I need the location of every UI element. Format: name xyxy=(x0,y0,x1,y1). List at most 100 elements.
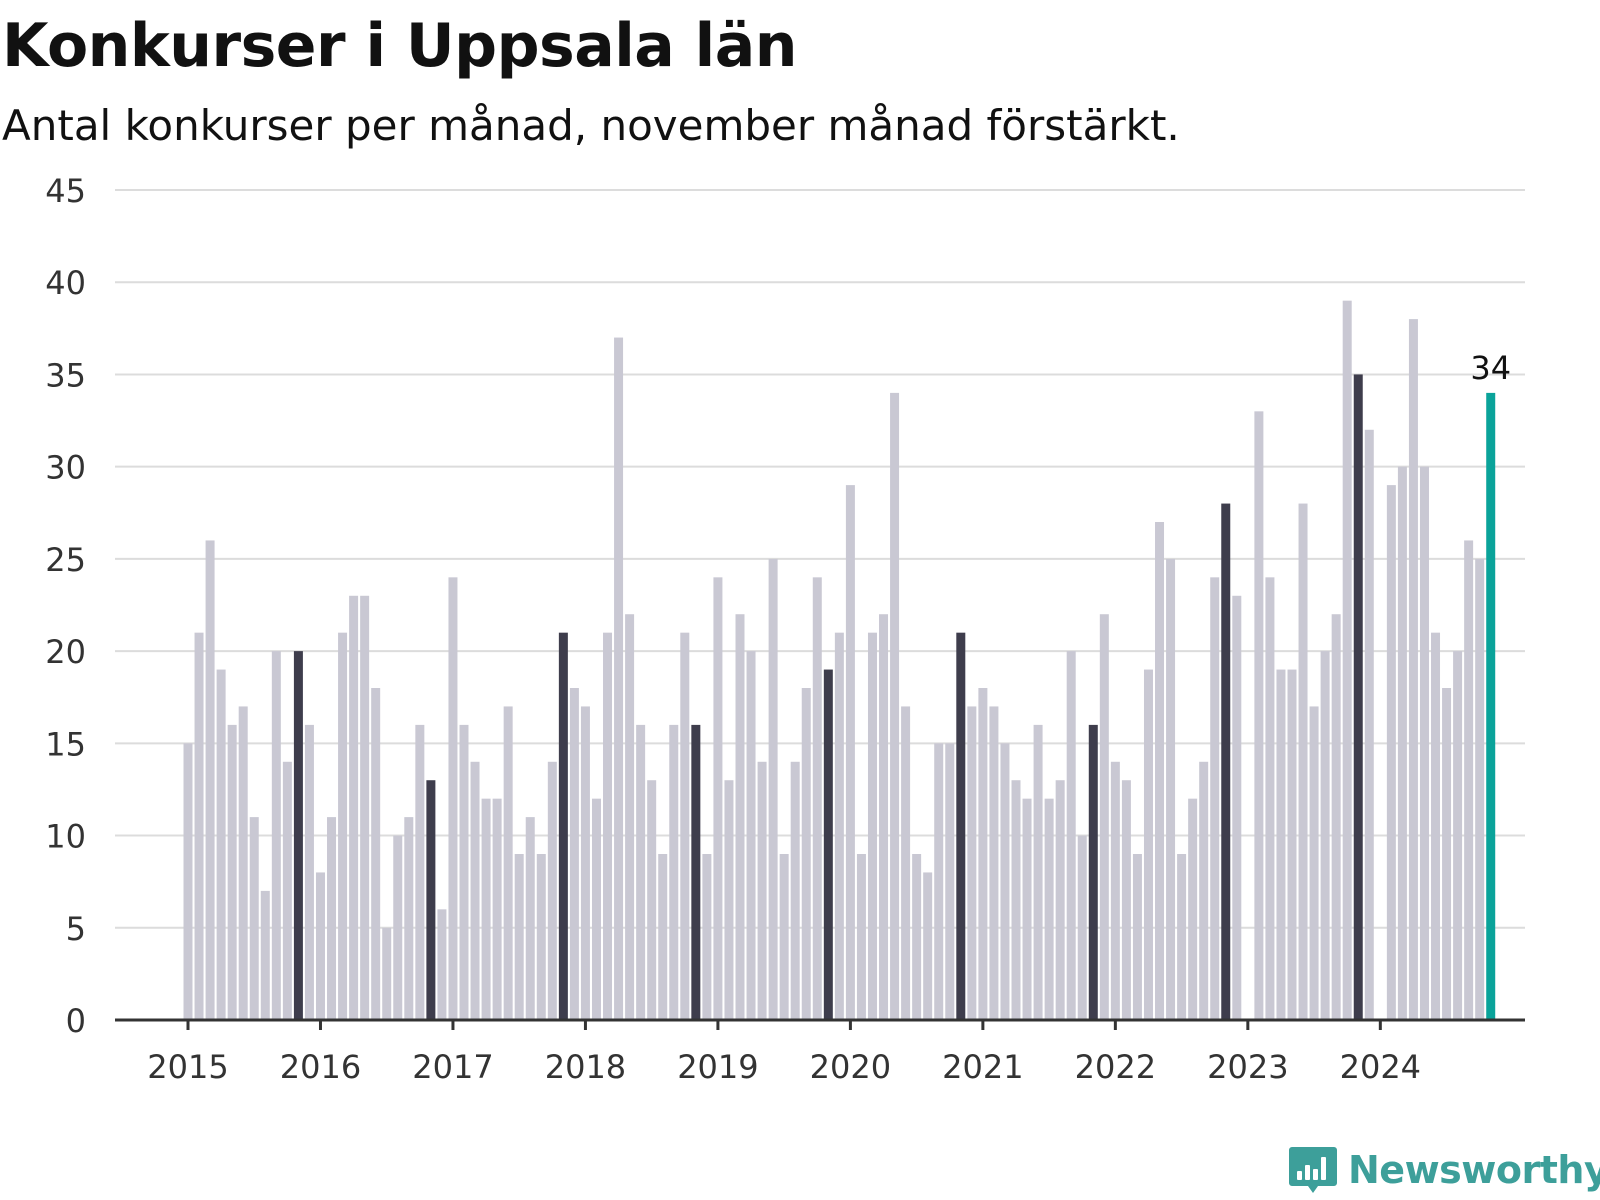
bar xyxy=(503,706,513,1020)
bar xyxy=(625,614,635,1020)
bar xyxy=(371,688,381,1020)
bar xyxy=(1066,651,1076,1020)
y-tick-label: 0 xyxy=(66,1002,86,1040)
bar xyxy=(735,614,745,1020)
bar xyxy=(1386,485,1396,1020)
bar-november xyxy=(956,632,966,1020)
bar xyxy=(1276,669,1286,1020)
bar xyxy=(360,595,370,1020)
bar-november xyxy=(1221,503,1231,1020)
bar-chart-speech-bubble-icon xyxy=(1289,1147,1337,1193)
bar xyxy=(1298,503,1308,1020)
bar xyxy=(1210,577,1220,1020)
bar xyxy=(1000,743,1010,1020)
bar xyxy=(658,854,668,1020)
x-tick-label: 2023 xyxy=(1207,1048,1288,1086)
bar xyxy=(183,743,193,1020)
bar xyxy=(205,540,215,1020)
bar xyxy=(481,798,491,1020)
bar xyxy=(1232,595,1242,1020)
bar xyxy=(636,724,646,1020)
y-tick-label: 15 xyxy=(45,725,86,763)
bar xyxy=(757,761,767,1020)
bar xyxy=(1475,558,1485,1020)
bar xyxy=(271,651,281,1020)
bar xyxy=(713,577,723,1020)
bar xyxy=(603,632,613,1020)
bar-november xyxy=(426,780,436,1020)
bar xyxy=(536,854,546,1020)
chart-subtitle: Antal konkurser per månad, november måna… xyxy=(2,101,1180,150)
x-axis: 2015 2016 2017 2018 2019 2020 2021 2022 2023 2024 xyxy=(115,1018,1525,1086)
bar xyxy=(614,337,624,1020)
bar xyxy=(1166,558,1176,1020)
bar xyxy=(470,761,480,1020)
bar xyxy=(702,854,712,1020)
x-tick-label: 2020 xyxy=(810,1048,891,1086)
bar xyxy=(569,688,579,1020)
bar xyxy=(1132,854,1142,1020)
bar xyxy=(1155,522,1165,1020)
bar xyxy=(1077,835,1087,1020)
bar xyxy=(1254,411,1264,1021)
bar-november xyxy=(1353,374,1363,1020)
bar xyxy=(790,761,800,1020)
bar xyxy=(1431,632,1441,1020)
bar xyxy=(1110,761,1120,1020)
bar xyxy=(249,817,259,1020)
x-tick-label: 2024 xyxy=(1340,1048,1421,1086)
x-tick-label: 2019 xyxy=(677,1048,758,1086)
bar xyxy=(238,706,248,1020)
bar xyxy=(1044,798,1054,1020)
bar xyxy=(746,651,756,1020)
x-tick-label: 2021 xyxy=(942,1048,1023,1086)
x-tick-label: 2022 xyxy=(1075,1048,1156,1086)
bar xyxy=(1408,319,1418,1020)
bar xyxy=(879,614,889,1020)
bar xyxy=(1177,854,1187,1020)
bar xyxy=(856,854,866,1020)
bar-november xyxy=(293,651,303,1020)
bar xyxy=(1320,651,1330,1020)
annotations: 34 xyxy=(1470,349,1511,387)
y-tick-label: 5 xyxy=(66,910,86,948)
y-tick-label: 25 xyxy=(45,541,86,579)
bar xyxy=(845,485,855,1020)
bar xyxy=(282,761,292,1020)
bar xyxy=(525,817,535,1020)
bar xyxy=(327,817,337,1020)
bar xyxy=(1121,780,1131,1020)
bar xyxy=(768,558,778,1020)
brand-name: Newsworthy xyxy=(1348,1148,1600,1192)
bar xyxy=(1099,614,1109,1020)
x-tick-label: 2018 xyxy=(545,1048,626,1086)
bar xyxy=(978,688,988,1020)
y-tick-label: 30 xyxy=(45,449,86,487)
bar xyxy=(382,927,392,1020)
bar xyxy=(194,632,204,1020)
bar xyxy=(989,706,999,1020)
bar xyxy=(967,706,977,1020)
bar xyxy=(1188,798,1198,1020)
y-tick-label: 45 xyxy=(45,172,86,210)
bars xyxy=(183,300,1496,1021)
bar xyxy=(404,817,414,1020)
bar xyxy=(680,632,690,1020)
bar xyxy=(459,724,469,1020)
bar xyxy=(1419,466,1429,1020)
y-tick-label: 10 xyxy=(45,818,86,856)
bar xyxy=(923,872,933,1020)
bar-november xyxy=(558,632,568,1020)
bar xyxy=(338,632,348,1020)
bar xyxy=(1342,300,1352,1020)
bar xyxy=(1055,780,1065,1020)
bar xyxy=(547,761,557,1020)
x-tick-label: 2017 xyxy=(412,1048,493,1086)
bar xyxy=(812,577,822,1020)
y-tick-label: 35 xyxy=(45,356,86,394)
x-tick-label: 2015 xyxy=(147,1048,228,1086)
bar xyxy=(437,909,447,1020)
bar xyxy=(834,632,844,1020)
bar xyxy=(669,724,679,1020)
